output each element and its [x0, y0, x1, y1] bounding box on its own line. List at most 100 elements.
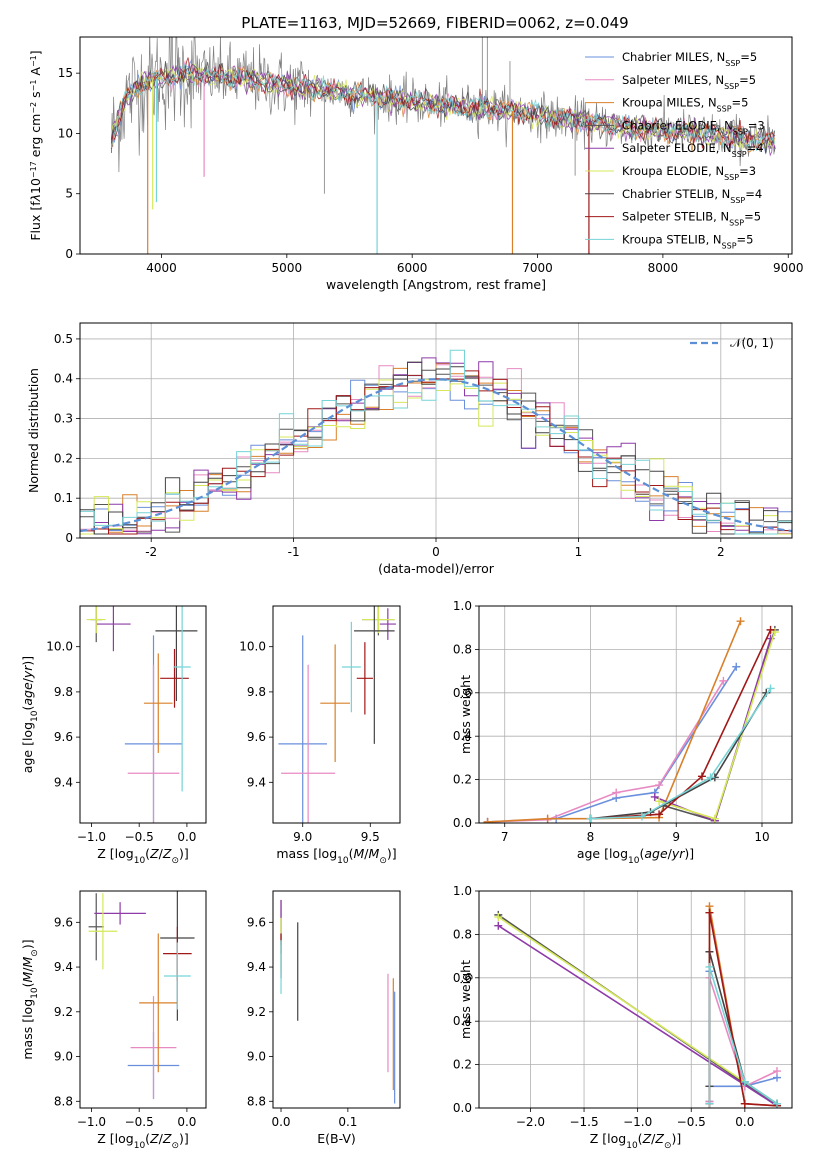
axes-frame [272, 605, 401, 824]
x-tick-label: 9 [672, 830, 680, 844]
y-tick-label: 10.0 [239, 640, 266, 654]
x-tick-label: −0.5 [677, 1115, 706, 1129]
y-axis-label: mass weight [458, 675, 473, 754]
axes-frame [478, 890, 793, 1109]
mass-weight-series-line [708, 966, 778, 1105]
mass-weight-marker [612, 788, 621, 797]
mass-weight-marker [770, 628, 779, 637]
plot-area [483, 617, 779, 823]
axes-frame [79, 890, 207, 1109]
y-axis-label: Flux [fλ10−17 erg cm−2 s−1 A−1] [28, 50, 43, 240]
mass-weight-marker [705, 1099, 714, 1108]
y-tick-label: 9.4 [247, 960, 266, 974]
x-axis-label: E(B-V) [317, 1131, 356, 1146]
x-tick-label: 8000 [648, 261, 679, 275]
x-tick-label: 0.1 [338, 1115, 357, 1129]
plot-area [494, 902, 781, 1108]
mass-weight-marker [766, 684, 775, 693]
x-tick-label: 1 [575, 545, 583, 559]
mass-weight-marker [732, 662, 741, 671]
mass-weight-series-line [590, 692, 767, 820]
plot-area [80, 349, 792, 535]
model-spectrum-line [110, 63, 776, 152]
y-tick-label: 0.6 [453, 686, 472, 700]
mass-weight-marker [655, 781, 664, 790]
legend-label: Chabrier ELODIE, NSSP=3 [622, 118, 765, 136]
axes-frame [79, 36, 793, 255]
axes-frame [478, 605, 793, 824]
legend-label: Kroupa STELIB, NSSP=5 [622, 232, 753, 250]
x-tick-label: 5000 [272, 261, 303, 275]
y-axis-label: mass [log10(M/M⊙)] [20, 939, 40, 1059]
mass-weight-marker [766, 625, 775, 634]
x-tick-label: −1.5 [569, 1115, 598, 1129]
y-tick-label: 0.4 [54, 372, 73, 386]
x-tick-label: 9.0 [293, 830, 312, 844]
mass-weight-marker [637, 812, 646, 821]
mass-weight-series-line [663, 629, 776, 822]
y-tick-label: 0.6 [453, 971, 472, 985]
residual-histogram-step [80, 349, 792, 535]
y-tick-label: 0.5 [54, 332, 73, 346]
x-tick-label: −2.0 [516, 1115, 545, 1129]
mass-weight-marker [655, 810, 664, 819]
x-tick-label: −1.0 [623, 1115, 652, 1129]
mass-weight-marker [543, 814, 552, 823]
y-tick-label: 9.2 [247, 1005, 266, 1019]
x-tick-label: 0.0 [177, 1115, 196, 1129]
x-axis-label: (data-model)/error [378, 561, 495, 576]
y-tick-label: 0 [65, 247, 73, 261]
plot-area [86, 606, 198, 823]
mass-weight-series-line [487, 620, 742, 823]
x-tick-label: 7 [501, 830, 509, 844]
residual-histogram-step [80, 361, 792, 535]
x-tick-label: -2 [145, 545, 157, 559]
y-tick-label: 0.8 [453, 642, 472, 656]
y-axis-label: age [log10(age/yr)] [20, 656, 40, 773]
x-tick-label: 9.5 [361, 830, 380, 844]
mass-weight-series-line [487, 680, 725, 823]
x-tick-label: 9000 [773, 261, 804, 275]
x-axis-label: Z [log10(Z/Z⊙)] [590, 1131, 682, 1151]
x-tick-label: 0.0 [735, 1115, 754, 1129]
x-axis-label: mass [log10(M/M⊙)] [276, 846, 396, 866]
x-tick-label: 8 [587, 830, 595, 844]
x-tick-label: 0.0 [177, 830, 196, 844]
spectrum-panel: 4000 5000 6000 7000 8000 9000 0 5 10 15 wavelength… [28, 36, 804, 292]
mass-weight-marker [494, 913, 503, 922]
mass-weight-marker [772, 1099, 781, 1108]
y-tick-label: 9.0 [247, 1050, 266, 1064]
x-tick-label: 10 [754, 830, 769, 844]
axes-frame [79, 605, 207, 824]
y-tick-label: 0.4 [453, 1014, 472, 1028]
age-vs-mass-panel: 9.0 9.5 9.4 9.6 9.8 10.0 mass [log10(M/M⊙)] [239, 605, 401, 866]
mass-weight-marker [705, 962, 714, 971]
mass-weight-marker [494, 921, 503, 930]
y-tick-label: 0.1 [54, 491, 73, 505]
x-tick-label: -1 [288, 545, 300, 559]
y-tick-label: 8.8 [247, 1094, 266, 1108]
y-tick-label: 9.0 [54, 1050, 73, 1064]
y-tick-label: 9.4 [54, 960, 73, 974]
y-tick-label: 9.4 [247, 775, 266, 789]
mass-weight-marker [706, 773, 715, 782]
age-vs-metallicity-panel: −1.0 −0.5 0.0 9.4 9.6 9.8 10.0 Z [log10(Z/Z⊙)] a… [20, 605, 207, 866]
axes-frame [272, 890, 401, 1109]
axes-frame [79, 322, 793, 539]
y-tick-label: 9.8 [247, 685, 266, 699]
mass-vs-metallicity-panel: −1.0 −0.5 0.0 8.8 9.0 9.2 9.4 9.6 Z [log10(Z/Z⊙)… [20, 890, 207, 1151]
x-axis-label: Z [log10(Z/Z⊙)] [97, 846, 189, 866]
mass-weight-vs-age-panel: 7 8 9 10 0.0 0.2 0.4 0.6 0.8 1.0 age [log10(age/yr… [453, 599, 793, 866]
y-tick-label: 9.4 [54, 775, 73, 789]
x-axis-label: age [log10(age/yr)] [577, 846, 694, 866]
mass-weight-marker [650, 792, 659, 801]
y-axis-label: mass weight [458, 960, 473, 1039]
mass-weight-marker [483, 817, 492, 823]
x-tick-label: 0.0 [271, 1115, 290, 1129]
y-axis-label: Normed distribution [26, 368, 41, 493]
y-tick-label: 9.6 [247, 730, 266, 744]
x-tick-label: 4000 [146, 261, 177, 275]
x-tick-label: 2 [717, 545, 725, 559]
model-spectrum-line [110, 61, 776, 154]
x-tick-label: 7000 [522, 261, 553, 275]
